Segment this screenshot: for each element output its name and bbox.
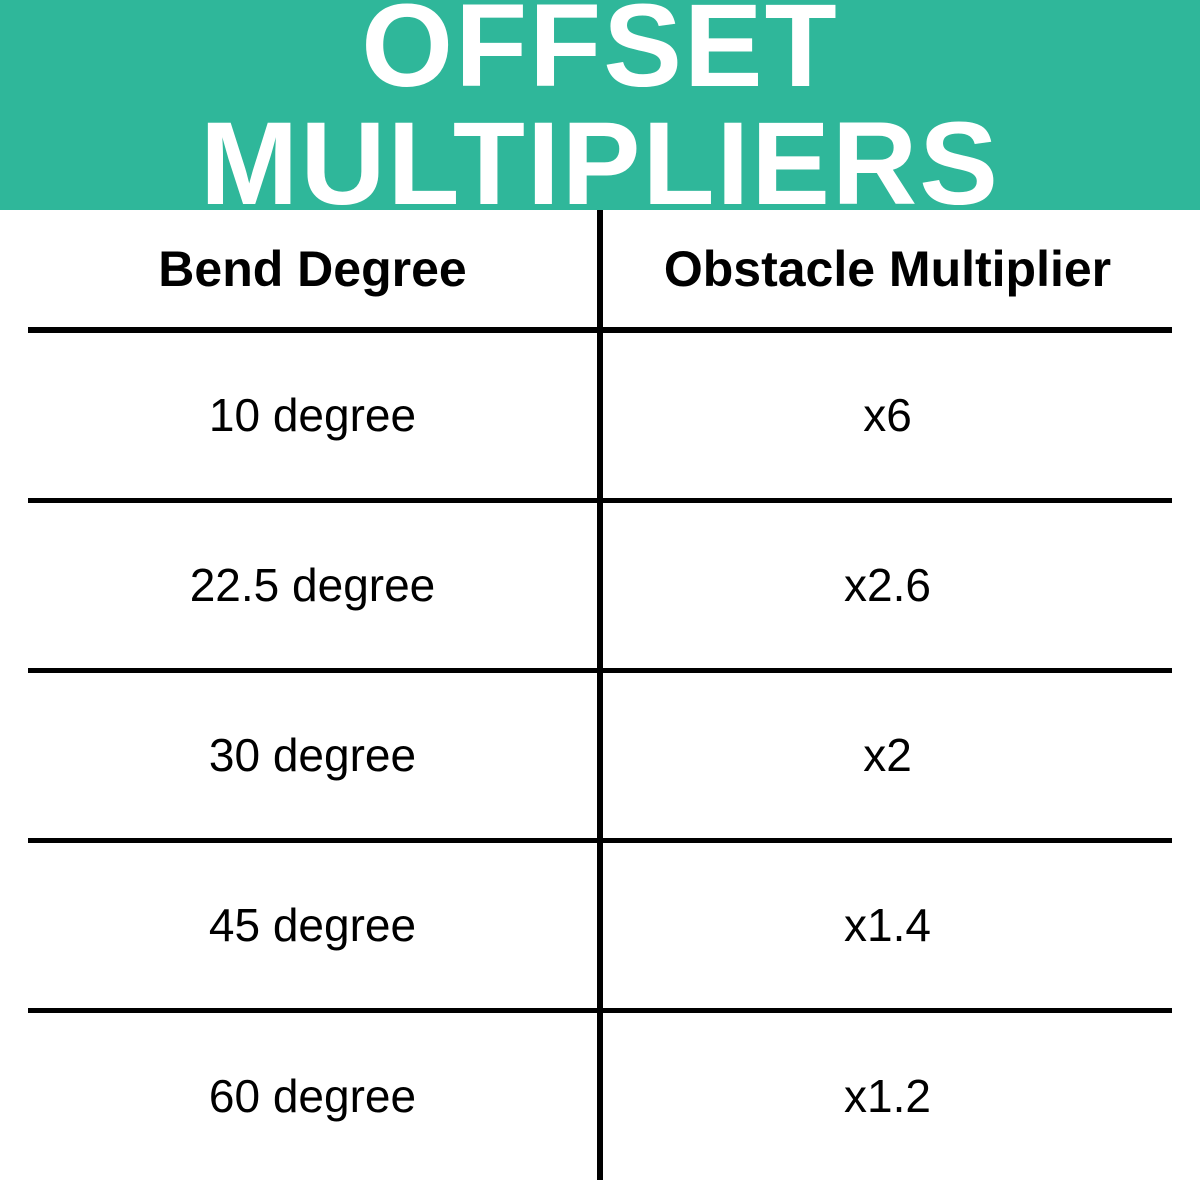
bend-degree-cell: 22.5 degree [28, 500, 600, 670]
table-row: 60 degree x1.2 [28, 1010, 1172, 1180]
bend-degree-cell: 60 degree [28, 1010, 600, 1180]
page-title: OFFSET MULTIPLIERS [0, 0, 1200, 223]
multiplier-cell: x1.2 [600, 1010, 1172, 1180]
table-row: 30 degree x2 [28, 670, 1172, 840]
table-row: 22.5 degree x2.6 [28, 500, 1172, 670]
table-row: 10 degree x6 [28, 330, 1172, 500]
table-container: Bend Degree Obstacle Multiplier 10 degre… [0, 210, 1200, 1180]
bend-degree-cell: 10 degree [28, 330, 600, 500]
bend-degree-cell: 45 degree [28, 840, 600, 1010]
multiplier-cell: x6 [600, 330, 1172, 500]
header-banner: OFFSET MULTIPLIERS [0, 0, 1200, 210]
multiplier-cell: x2 [600, 670, 1172, 840]
multiplier-cell: x1.4 [600, 840, 1172, 1010]
multiplier-cell: x2.6 [600, 500, 1172, 670]
offset-multipliers-table: Bend Degree Obstacle Multiplier 10 degre… [28, 210, 1172, 1180]
table-row: 45 degree x1.4 [28, 840, 1172, 1010]
bend-degree-cell: 30 degree [28, 670, 600, 840]
